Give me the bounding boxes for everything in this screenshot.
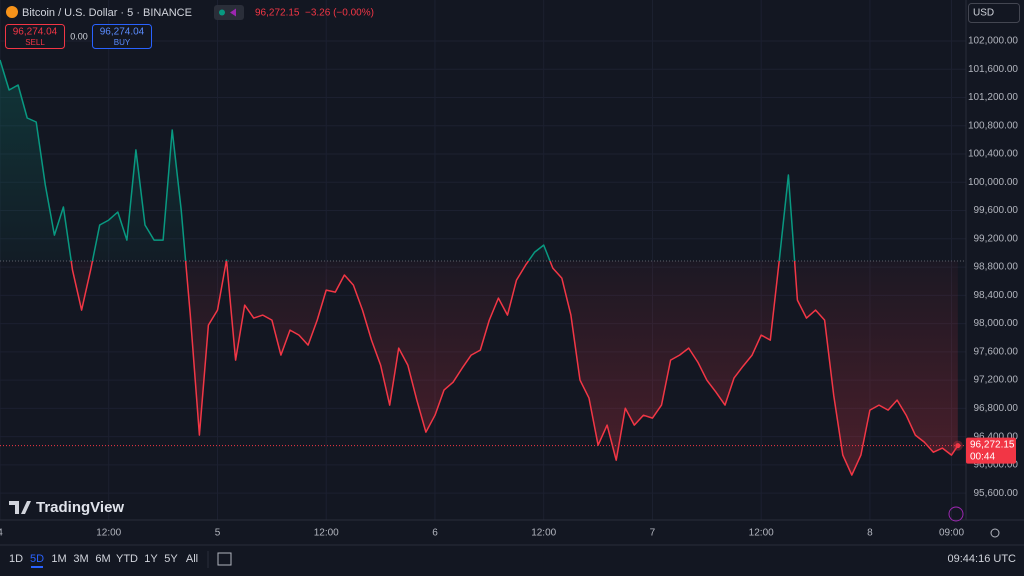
buy-label: BUY [114, 38, 131, 47]
y-tick-label: 102,000.00 [968, 36, 1018, 47]
range-button[interactable]: 1D [9, 553, 23, 565]
y-tick-label: 100,400.00 [968, 149, 1018, 160]
range-button[interactable]: 5D [30, 553, 44, 565]
x-tick-label: 5 [215, 528, 221, 539]
header-price: 96,272.15 [255, 8, 300, 19]
baseline-area [0, 60, 958, 476]
spread: 0.00 [70, 31, 88, 41]
status-dot [219, 9, 225, 16]
range-button[interactable]: All [186, 553, 198, 565]
x-tick-label: 12:00 [531, 528, 556, 539]
currency: USD [973, 8, 994, 19]
replay-icon[interactable] [948, 506, 964, 522]
range-button[interactable]: 6M [95, 553, 110, 565]
icon [230, 8, 236, 17]
last-price-tag [966, 437, 1016, 464]
symbol-title[interactable]: Bitcoin / U.S. Dollar · 5 · BINANCE [22, 7, 192, 19]
logo-icon [9, 501, 31, 514]
x-tick-label: 09:00 [939, 528, 964, 539]
y-tick-label: 98,800.00 [974, 262, 1019, 273]
plot [0, 59, 966, 476]
y-tick-label: 99,600.00 [974, 205, 1019, 216]
y-tick-label: 99,200.00 [974, 233, 1019, 244]
x-tick-label: 4 [0, 528, 3, 539]
coin-icon [6, 6, 18, 18]
y-tick-label: 97,200.00 [974, 375, 1019, 386]
y-tick-label: 100,000.00 [968, 177, 1018, 188]
sell-button[interactable] [5, 24, 65, 49]
price-line [0, 59, 959, 476]
x-tick-label: 7 [650, 528, 656, 539]
buy-button[interactable] [92, 24, 152, 49]
y-tick-label: 98,000.00 [974, 318, 1019, 329]
header-change: −3.26 (−0.00%) [305, 8, 374, 19]
y-tick-label: 98,400.00 [974, 290, 1019, 301]
settings-icon[interactable] [990, 528, 1000, 538]
countdown: 00:44 [970, 451, 995, 462]
sell-price: 96,274.04 [13, 27, 58, 38]
x-tick-label: 8 [867, 528, 873, 539]
sell-label: SELL [25, 38, 45, 47]
clock: 09:44:16 UTC [948, 553, 1017, 565]
x-tick-label: 12:00 [314, 528, 339, 539]
y-tick-label: 96,800.00 [974, 403, 1019, 414]
x-tick-label: 6 [432, 528, 438, 539]
y-tick-label: 96,400.00 [974, 431, 1019, 442]
indicator-button[interactable] [214, 5, 244, 20]
range-button[interactable]: YTD [116, 553, 138, 565]
y-tick-label: 96,000.00 [974, 460, 1019, 471]
y-tick-label: 101,200.00 [968, 92, 1018, 103]
calendar-icon[interactable] [217, 552, 232, 566]
x-tick-label: 12:00 [749, 528, 774, 539]
y-tick-label: 97,600.00 [974, 346, 1019, 357]
last-price-label: 96,272.15 [970, 439, 1015, 450]
range-button[interactable]: 1Y [144, 553, 158, 565]
y-tick-label: 100,800.00 [968, 120, 1018, 131]
currency-button[interactable] [968, 3, 1020, 23]
toolbar: 1D 5D 1M 3M 6M YTD 1Y 5Y All [9, 553, 198, 568]
x-tick-label: 12:00 [96, 528, 121, 539]
buy-price: 96,274.04 [100, 27, 145, 38]
y-tick-label: 101,600.00 [968, 64, 1018, 75]
range-button[interactable]: 3M [73, 553, 88, 565]
range-button[interactable]: 1M [51, 553, 66, 565]
range-button[interactable]: 5Y [164, 553, 178, 565]
y-tick-label: 95,600.00 [974, 488, 1019, 499]
logo-text: TradingView [36, 499, 124, 516]
